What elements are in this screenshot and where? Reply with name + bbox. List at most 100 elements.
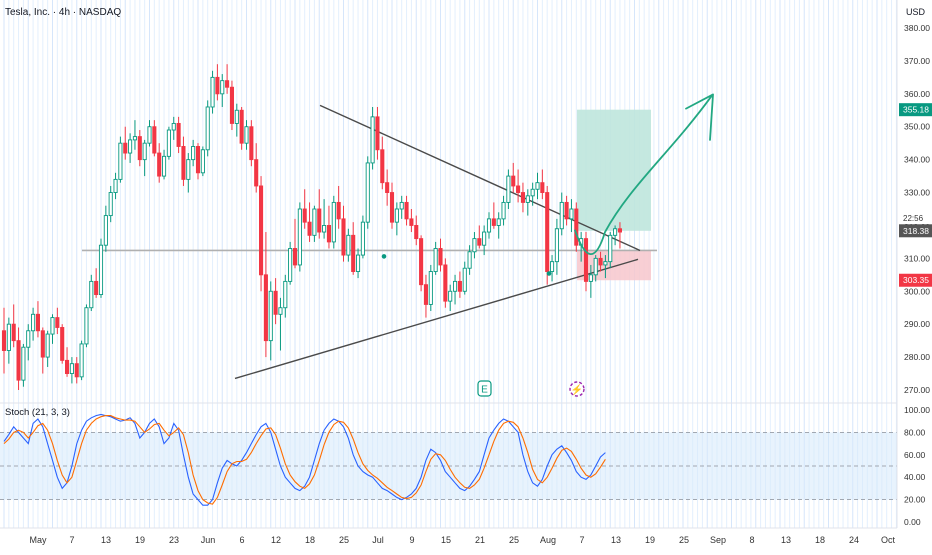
candle-body (516, 185, 521, 193)
candle-body (356, 254, 361, 272)
price-label: 303.35 (899, 273, 932, 287)
candle-body (462, 267, 467, 292)
candle (215, 64, 220, 101)
candle (331, 195, 336, 249)
time-axis[interactable]: May 7 13 19 23 Jun 6 12 18 25 Jul 9 15 21 25 Aug 7 13 19 25… (29, 535, 895, 545)
time-tick-label: 8 (749, 535, 754, 545)
candle (69, 357, 74, 384)
candle (472, 232, 477, 259)
candle (278, 297, 283, 351)
candle (530, 182, 535, 206)
lower-trendline[interactable] (234, 258, 639, 380)
candle-body (210, 76, 215, 108)
event-marker[interactable]: ⚡ (569, 381, 585, 397)
currency-label[interactable]: USD (906, 7, 926, 17)
time-tick-label: 13 (611, 535, 621, 545)
time-tick-label: 19 (645, 535, 655, 545)
candle (433, 241, 438, 275)
candle (399, 195, 404, 219)
candle-body (132, 136, 138, 141)
candle-body (215, 76, 220, 95)
candle (157, 143, 162, 183)
candle (554, 218, 559, 275)
time-tick-label: 25 (679, 535, 689, 545)
price-label: 318.38 22:56 (899, 214, 932, 238)
candle (229, 80, 235, 131)
candle-body (346, 234, 351, 256)
candle-body (593, 257, 598, 276)
candle (297, 202, 302, 272)
candle-body (550, 261, 555, 272)
stoch-axis[interactable]: 100.00 80.00 60.00 40.00 20.00 0.00 (904, 405, 930, 527)
candle-body (220, 80, 225, 95)
candle (40, 327, 45, 374)
candle (210, 70, 215, 114)
candle (123, 126, 128, 160)
time-tick-label: 24 (849, 535, 859, 545)
time-tick-label: 25 (509, 535, 519, 545)
candle (583, 232, 589, 292)
candle (443, 258, 448, 308)
candle-body (467, 251, 472, 269)
lightning-icon: ⚡ (571, 383, 583, 396)
candle (35, 301, 40, 338)
candles-layer (1, 64, 622, 390)
candle-body (399, 201, 404, 210)
pivot-marker (546, 271, 552, 276)
price-tick-label: 290.00 (904, 319, 930, 329)
candle-body (559, 201, 564, 230)
candle (268, 281, 273, 361)
projection-arrow[interactable] (574, 94, 713, 256)
earnings-marker[interactable]: E (477, 380, 492, 397)
candle (89, 274, 94, 312)
candle (176, 116, 181, 154)
candle-body (263, 274, 268, 342)
candle-body (482, 231, 487, 246)
candle (64, 347, 70, 377)
candle (6, 317, 11, 364)
time-tick-label: Sep (710, 535, 726, 545)
candle (326, 205, 332, 249)
candle-body (268, 290, 273, 342)
candle (593, 255, 598, 282)
candle-body (205, 106, 210, 151)
candle (137, 130, 142, 167)
candle (365, 156, 370, 229)
price-label-bg (899, 273, 932, 287)
candle (617, 222, 622, 249)
stoch-k-line (3, 413, 606, 506)
candle-body (302, 208, 307, 223)
candle (535, 172, 540, 200)
candle (423, 274, 429, 318)
candle-body (69, 363, 74, 374)
countdown-label: 22:56 (903, 214, 924, 223)
candle (360, 215, 365, 259)
price-tick-label: 280.00 (904, 352, 930, 362)
candle (292, 218, 298, 269)
candle (448, 284, 453, 312)
candle (128, 133, 133, 163)
candle-body (331, 201, 336, 243)
candle (467, 245, 472, 275)
candle-body (389, 192, 395, 223)
candle-body (181, 146, 186, 180)
candle-body (244, 126, 249, 144)
candle-body (360, 221, 365, 256)
candle (171, 116, 176, 140)
stop-loss-zone (577, 250, 651, 281)
candle (404, 195, 409, 226)
stoch-indicator-label[interactable]: Stoch (21, 3, 3) (5, 407, 70, 418)
candle-body (322, 225, 327, 233)
candle-body (142, 142, 147, 161)
candle-body (64, 359, 70, 374)
candle (152, 120, 157, 157)
time-axis-bg (0, 528, 932, 550)
candle (205, 100, 210, 157)
candle-body (438, 248, 443, 266)
candle-body (404, 201, 409, 220)
candle (380, 136, 385, 190)
time-tick-label: Oct (881, 535, 896, 545)
candle-body (385, 182, 390, 193)
projection-arrow-head (685, 93, 714, 141)
candle-body (74, 363, 79, 378)
